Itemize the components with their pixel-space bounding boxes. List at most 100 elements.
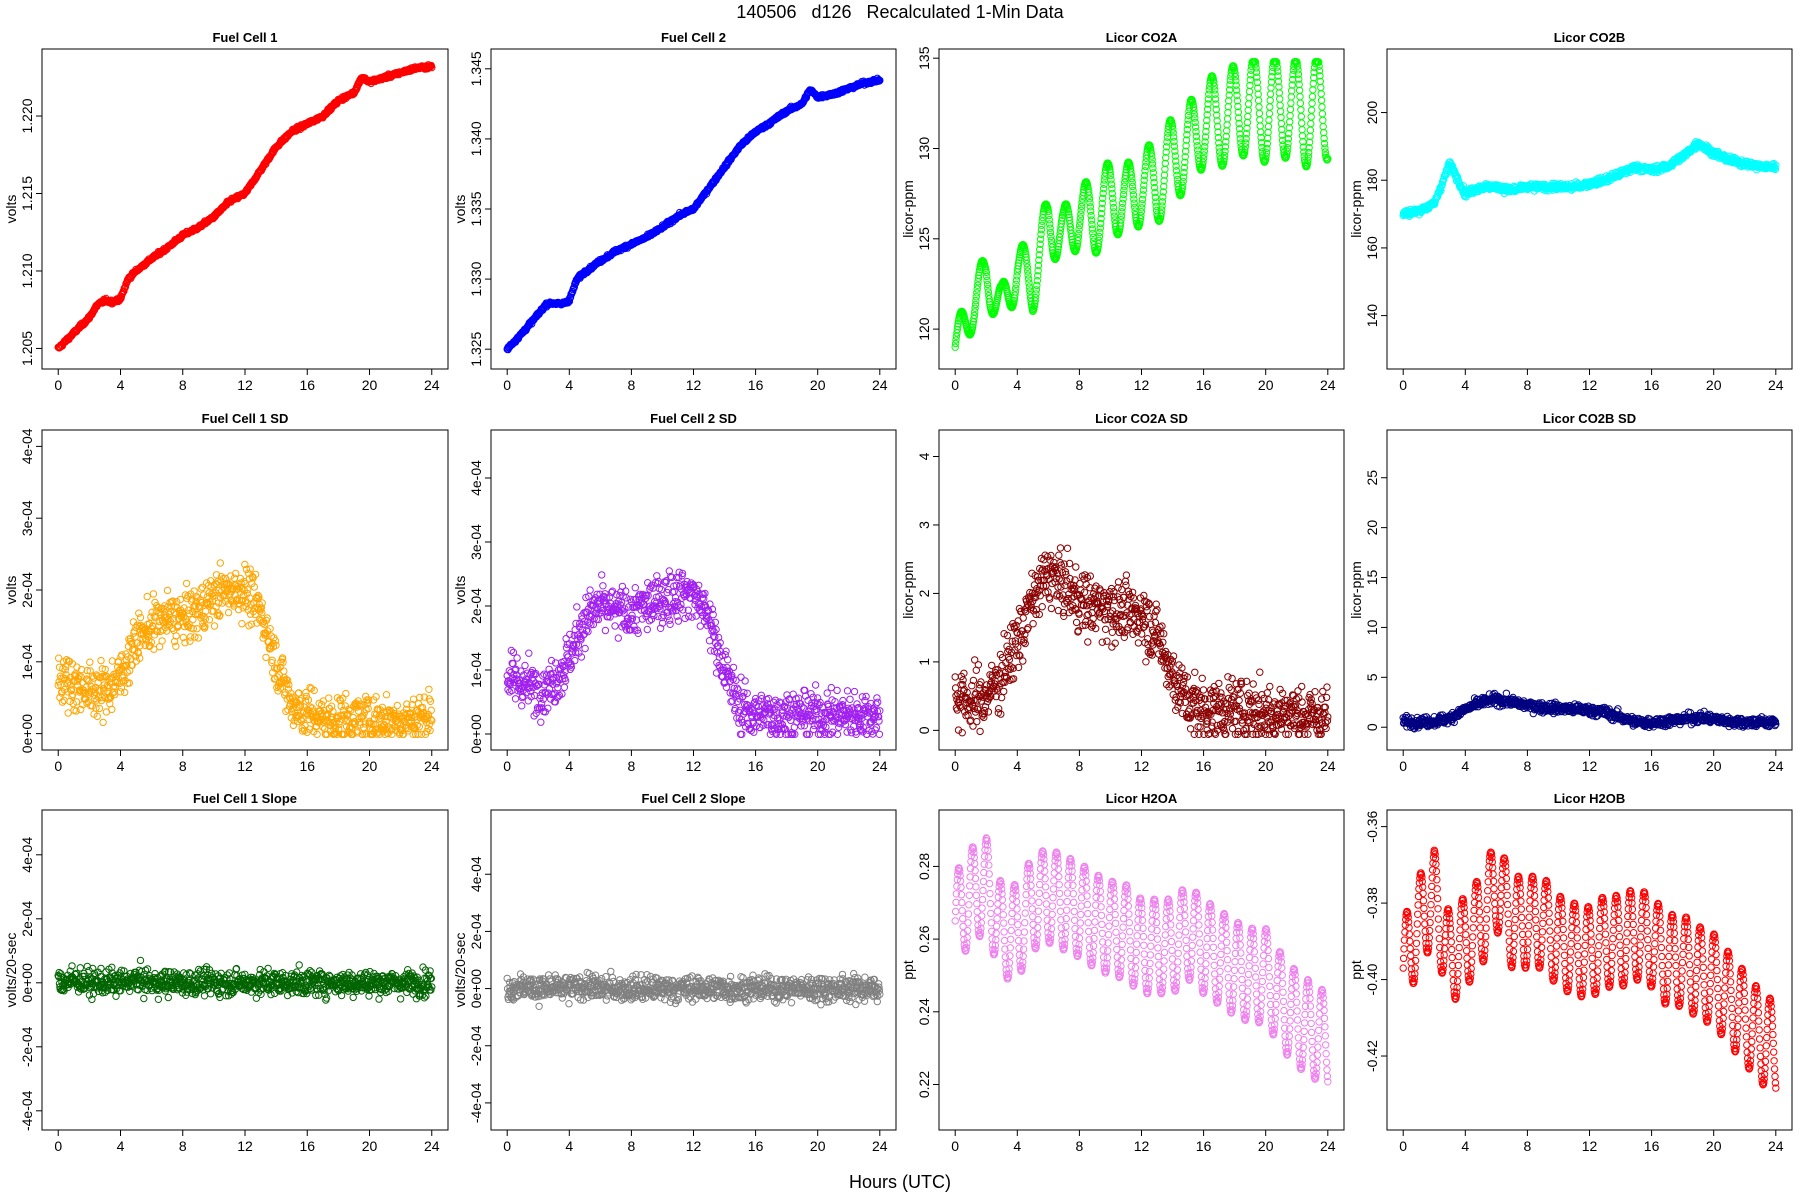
data-point xyxy=(325,694,333,702)
data-point xyxy=(508,686,516,695)
data-point xyxy=(143,592,151,601)
data-point xyxy=(599,582,607,590)
data-point xyxy=(136,613,145,622)
data-point xyxy=(586,586,594,594)
x-tick-label: 4 xyxy=(1013,377,1021,393)
data-point xyxy=(224,608,233,617)
data-point xyxy=(246,565,254,573)
plot-frame xyxy=(41,48,449,370)
x-tick-label: 20 xyxy=(810,377,826,393)
y-tick-label: 4e-04 xyxy=(468,460,484,496)
y-axis-label: volts xyxy=(452,576,468,605)
data-point xyxy=(149,590,158,598)
x-tick-label: 12 xyxy=(686,377,702,393)
x-tick-label: 12 xyxy=(686,758,702,774)
data-point xyxy=(172,632,180,640)
y-tick-label: 140 xyxy=(1364,304,1380,328)
y-tick-label: 1.220 xyxy=(19,98,35,133)
data-point xyxy=(1224,109,1232,117)
y-tick-label: 0e+00 xyxy=(19,714,35,754)
data-point xyxy=(163,586,172,595)
x-tick-label: 12 xyxy=(237,377,253,393)
data-point xyxy=(86,658,94,666)
data-point xyxy=(566,630,574,639)
data-point xyxy=(1254,96,1263,105)
x-tick-label: 16 xyxy=(299,758,315,774)
data-point xyxy=(618,582,627,591)
y-tick-label: 1.210 xyxy=(19,253,35,288)
panel-title: Licor CO2B xyxy=(1554,30,1626,45)
data-point xyxy=(1307,113,1315,121)
data-point xyxy=(1286,105,1295,114)
x-tick-label: 24 xyxy=(1320,377,1336,393)
y-axis-label: licor-ppm xyxy=(1348,180,1364,238)
data-point xyxy=(108,705,116,714)
data-point xyxy=(1276,107,1285,116)
panel-title: Fuel Cell 1 SD xyxy=(202,411,289,426)
x-tick-label: 20 xyxy=(810,758,826,774)
data-point xyxy=(1286,112,1294,120)
data-point xyxy=(598,571,606,579)
data-point xyxy=(97,656,105,665)
data-point xyxy=(99,718,107,727)
data-point xyxy=(1319,116,1327,125)
data-point xyxy=(158,637,166,645)
data-point xyxy=(1317,83,1325,92)
x-tick-label: 0 xyxy=(503,758,511,774)
data-point xyxy=(1266,103,1274,111)
data-point xyxy=(513,654,521,662)
data-point xyxy=(238,620,246,628)
data-point xyxy=(511,695,520,703)
data-point xyxy=(1318,110,1327,118)
data-point xyxy=(601,626,610,635)
x-tick-label: 4 xyxy=(117,377,125,393)
data-point xyxy=(342,689,350,698)
data-point xyxy=(135,609,143,617)
data-point xyxy=(1244,112,1252,121)
x-tick-label: 20 xyxy=(362,377,378,393)
series-points xyxy=(951,58,1332,351)
data-point xyxy=(1245,87,1254,96)
data-point xyxy=(581,644,589,653)
data-point xyxy=(560,683,569,691)
data-point xyxy=(1275,89,1284,97)
data-point xyxy=(1298,119,1306,127)
x-tick-label: 12 xyxy=(237,758,253,774)
y-tick-label: 135 xyxy=(916,46,932,70)
x-tick-label: 4 xyxy=(565,758,573,774)
data-point xyxy=(280,667,288,675)
y-tick-label: 3e-04 xyxy=(468,524,484,560)
data-point xyxy=(393,701,401,710)
data-point xyxy=(1298,125,1306,134)
data-point xyxy=(121,688,129,697)
data-point xyxy=(262,653,270,662)
data-point xyxy=(1287,99,1295,107)
x-tick-label: 0 xyxy=(54,377,62,393)
data-point xyxy=(425,685,433,693)
series-points xyxy=(54,61,436,352)
data-point xyxy=(631,584,639,592)
data-point xyxy=(518,702,526,710)
x-tick-label: 16 xyxy=(1196,377,1212,393)
x-tick-label: 8 xyxy=(1076,377,1084,393)
data-point xyxy=(1245,94,1253,102)
y-axis-label: volts xyxy=(3,195,19,224)
panel-title: Licor CO2A xyxy=(1106,30,1178,45)
figure-title: 140506 d126 Recalculated 1-Min Data xyxy=(736,2,1064,22)
x-tick-label: 16 xyxy=(748,377,764,393)
x-tick-label: 12 xyxy=(1134,377,1150,393)
x-tick-label: 4 xyxy=(117,758,125,774)
data-point xyxy=(426,697,435,705)
data-point xyxy=(1266,90,1275,98)
series-points xyxy=(54,559,436,738)
x-tick-label: 20 xyxy=(1258,377,1274,393)
y-tick-label: 2e-04 xyxy=(468,588,484,624)
series-points xyxy=(503,567,884,738)
data-point xyxy=(1265,109,1274,118)
x-tick-label: 8 xyxy=(1524,377,1532,393)
